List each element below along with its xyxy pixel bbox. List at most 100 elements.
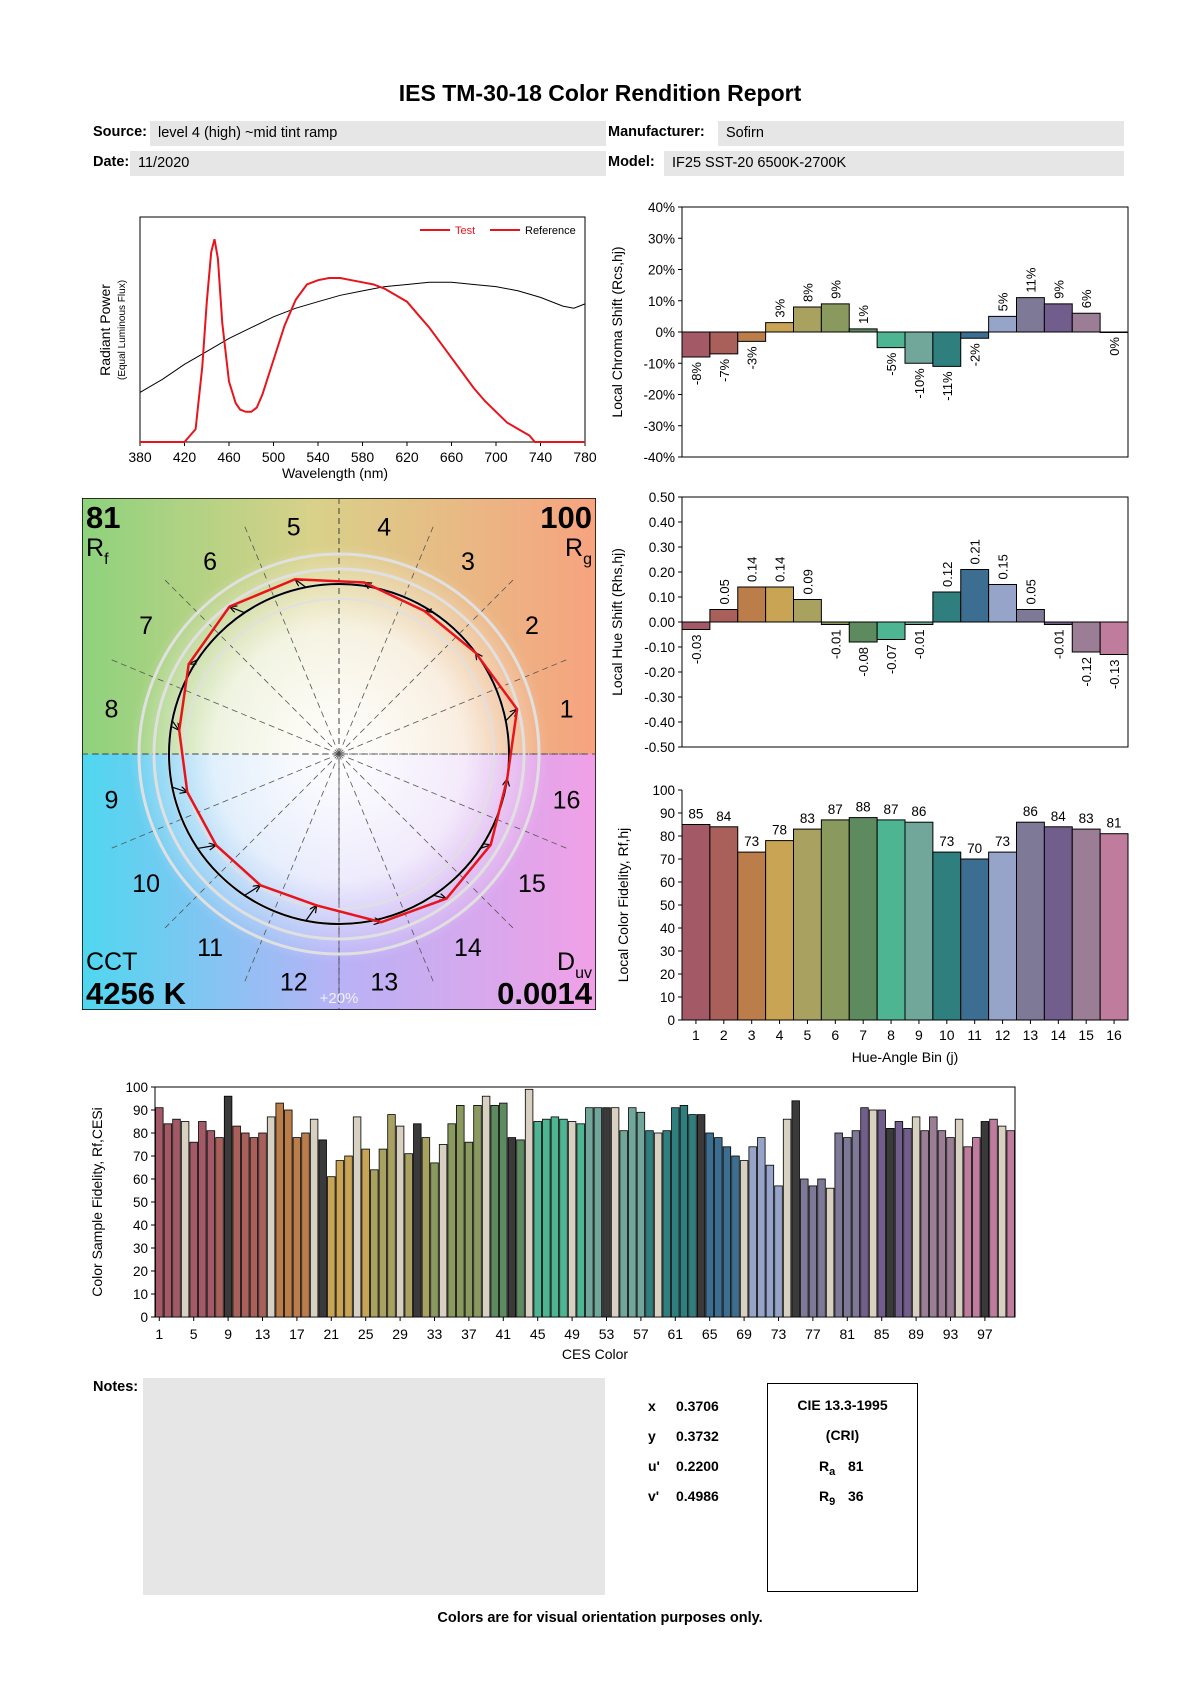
local-fidelity-category-label: 5: [804, 1027, 812, 1043]
test-line: [140, 238, 585, 443]
v-label: v': [648, 1488, 660, 1504]
sample-fidelity-bar: [886, 1128, 895, 1318]
hue-ytick-label: 0.30: [649, 540, 675, 555]
local-fidelity-category-label: 4: [776, 1027, 784, 1043]
sample-fidelity-bar: [464, 1141, 474, 1318]
hue-bar: [793, 599, 822, 623]
cvg-ring-outer: [137, 552, 541, 956]
sample-fidelity-bar: [447, 1123, 456, 1318]
local-fidelity-value-label: 83: [1079, 811, 1094, 826]
sample-fidelity-ytick-label: 30: [133, 1241, 148, 1256]
u-value: 0.2200: [676, 1458, 719, 1474]
hue-bar: [1071, 621, 1101, 653]
hue-value-label: 0.05: [717, 579, 732, 604]
hue-bar: [765, 586, 794, 623]
sample-fidelity-bar: [619, 1130, 628, 1318]
sample-fidelity-xtick-label: 9: [224, 1326, 232, 1342]
sample-fidelity-bar: [645, 1130, 654, 1318]
sample-fidelity-bar: [748, 1146, 757, 1318]
x-value: 0.3706: [676, 1398, 719, 1414]
hue-bar: [848, 621, 878, 643]
sample-fidelity-bar: [851, 1130, 861, 1318]
local-fidelity-value-label: 86: [1023, 804, 1038, 819]
chroma-bar: [960, 331, 990, 339]
local-fidelity-bar: [1099, 833, 1129, 1021]
sample-fidelity-ytick-label: 70: [133, 1149, 148, 1164]
chroma-value-label: 8%: [800, 283, 815, 302]
sample-fidelity-bar: [576, 1123, 585, 1318]
hue-value-label: -0.12: [1079, 657, 1094, 687]
local-fidelity-category-label: 15: [1078, 1027, 1094, 1043]
hue-bar: [1099, 621, 1129, 655]
sample-fidelity-bar: [542, 1118, 551, 1318]
hue-bar: [876, 621, 906, 640]
sample-fidelity-bar: [929, 1116, 938, 1318]
chroma-value-label: 5%: [996, 292, 1011, 311]
chroma-value-label: -5%: [884, 352, 899, 376]
ring-scale-label: +20%: [320, 990, 359, 1007]
sample-fidelity-bar: [163, 1123, 173, 1318]
date-field: 11/2020: [130, 151, 606, 176]
sample-fidelity-bar: [593, 1107, 603, 1318]
local-fidelity-value-label: 84: [716, 809, 732, 824]
sample-fidelity-bar: [344, 1155, 353, 1318]
chroma-bar: [988, 315, 1017, 333]
sample-fidelity-bar: [559, 1118, 568, 1318]
local-fidelity-value-label: 86: [911, 804, 926, 819]
sample-fidelity-bar: [404, 1153, 413, 1318]
sample-fidelity-ytick-label: 100: [125, 1080, 148, 1095]
sample-fidelity-bar: [361, 1148, 370, 1318]
chroma-bar: [793, 306, 822, 333]
sample-fidelity-bar: [868, 1109, 878, 1318]
cvg-bin-number: 11: [197, 934, 223, 962]
cvg-ring-inner2: [183, 598, 495, 910]
spectrum-xtick-label: 740: [529, 449, 553, 465]
local-fidelity-xlabel: Hue-Angle Bin (j): [852, 1049, 959, 1065]
sample-fidelity-ytick-label: 80: [133, 1126, 148, 1141]
hue-ytick-label: -0.20: [644, 665, 675, 680]
spectrum-xtick-label: 700: [484, 449, 508, 465]
sample-fidelity-ytick-label: 50: [133, 1195, 148, 1210]
sample-fidelity-ytick-label: 90: [133, 1103, 148, 1118]
legend-test-label: Test: [455, 225, 475, 237]
cvg-bin-number: 3: [461, 548, 475, 576]
sample-fidelity-bar: [387, 1114, 396, 1318]
sample-fidelity-ytick-label: 20: [133, 1264, 148, 1279]
sample-fidelity-xtick-label: 81: [840, 1326, 856, 1342]
local-fidelity-ytick-label: 0: [667, 1013, 675, 1028]
chroma-value-label: 9%: [1051, 280, 1066, 299]
hue-ytick-label: -0.30: [644, 690, 675, 705]
chroma-ytick-label: -20%: [643, 388, 675, 403]
sample-fidelity-bar: [284, 1109, 293, 1318]
rg-value: 100: [540, 500, 592, 535]
hue-ytick-label: 0.10: [649, 590, 675, 605]
sample-fidelity-xtick-label: 17: [289, 1326, 305, 1342]
ra-value: 81: [848, 1458, 864, 1474]
cct-value: 4256 K: [86, 976, 187, 1010]
local-fidelity-category-label: 16: [1106, 1027, 1122, 1043]
cvg-bin-number: 2: [525, 612, 539, 640]
sample-fidelity-bar: [911, 1116, 921, 1318]
sample-fidelity-ytick-label: 40: [133, 1218, 148, 1233]
sample-fidelity-bar: [705, 1132, 714, 1318]
r9-label: R9: [819, 1488, 836, 1508]
cvg-shift-arrow: [197, 845, 217, 848]
local-fidelity-category-label: 1: [692, 1027, 700, 1043]
cvg-bin-number: 10: [132, 870, 160, 898]
cvg-bin-number: 14: [454, 934, 482, 962]
sample-fidelity-xtick-label: 41: [496, 1326, 512, 1342]
chroma-bar: [932, 331, 962, 367]
sample-fidelity-xtick-label: 29: [392, 1326, 408, 1342]
chroma-ytick-label: 10%: [648, 294, 675, 309]
local-fidelity-value-label: 73: [744, 834, 759, 849]
chroma-ytick-label: 20%: [648, 263, 675, 278]
sample-fidelity-bar: [241, 1132, 250, 1318]
hue-bar: [932, 591, 962, 623]
sample-fidelity-bar: [266, 1116, 276, 1318]
local-fidelity-bar: [848, 817, 878, 1021]
chroma-ytick-label: -30%: [643, 419, 675, 434]
local-fidelity-ytick-label: 80: [660, 829, 675, 844]
sample-fidelity-bar: [610, 1107, 620, 1318]
sample-fidelity-xtick-label: 49: [564, 1326, 580, 1342]
